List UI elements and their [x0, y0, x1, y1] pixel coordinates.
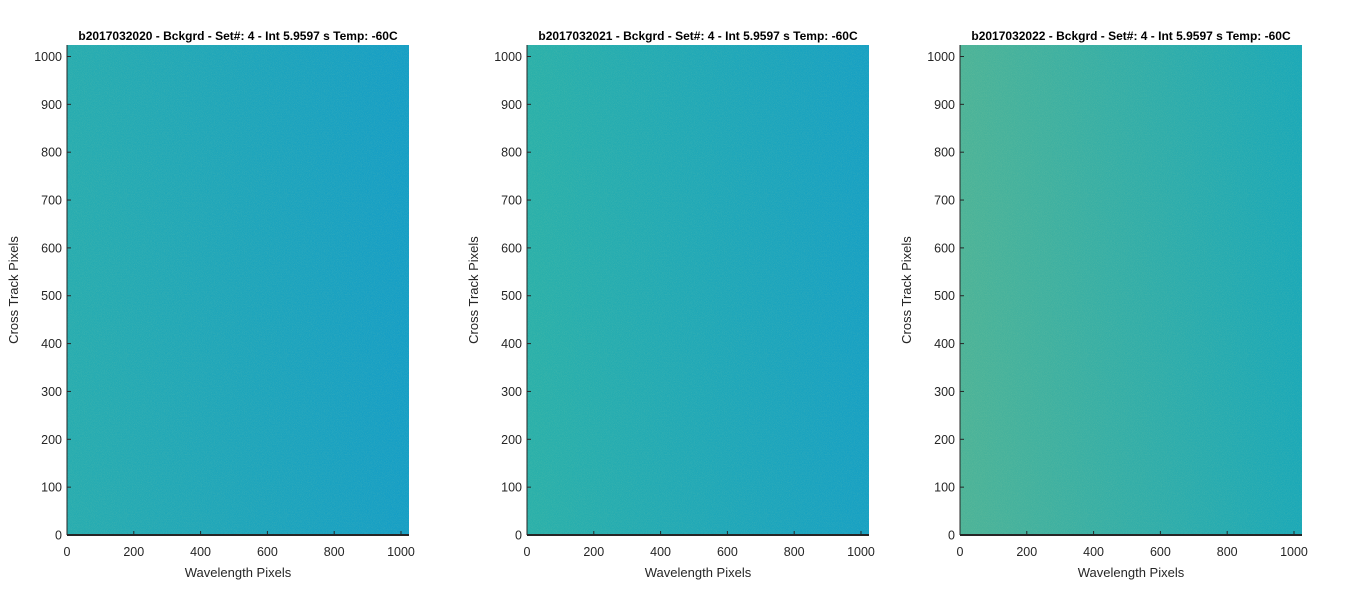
- x-tick-label: 200: [583, 545, 604, 559]
- x-tick-label: 400: [650, 545, 671, 559]
- y-tick-label: 700: [501, 194, 522, 208]
- x-tick-label: 800: [784, 545, 805, 559]
- y-tick-label: 400: [41, 337, 62, 351]
- y-tick-label: 500: [501, 289, 522, 303]
- y-tick-label: 0: [948, 529, 955, 543]
- y-tick-label: 1000: [34, 50, 62, 64]
- y-tick-label: 500: [41, 289, 62, 303]
- y-tick-label: 400: [501, 337, 522, 351]
- panel-2: 0 100 200 300 400 500 600 700 800 900 1000 0 200 400 6…: [466, 29, 875, 580]
- x-axis-label: Wavelength Pixels: [1078, 565, 1185, 580]
- heatmap-noise: [67, 45, 409, 535]
- y-tick-label: 900: [934, 98, 955, 112]
- y-tick-label: 600: [934, 241, 955, 255]
- x-tick-label: 0: [957, 545, 964, 559]
- y-tick-label: 300: [934, 385, 955, 399]
- y-tick-label: 1000: [927, 50, 955, 64]
- y-tick-label: 100: [934, 481, 955, 495]
- chart-title: b2017032022 - Bckgrd - Set#: 4 - Int 5.9…: [971, 29, 1291, 43]
- y-tick-label: 200: [41, 433, 62, 447]
- y-axis-label: Cross Track Pixels: [6, 236, 21, 344]
- y-tick-label: 400: [934, 337, 955, 351]
- x-tick-label: 200: [123, 545, 144, 559]
- y-tick-label: 100: [501, 481, 522, 495]
- x-tick-label: 1000: [1280, 545, 1308, 559]
- chart-title: b2017032020 - Bckgrd - Set#: 4 - Int 5.9…: [78, 29, 398, 43]
- x-tick-label: 0: [64, 545, 71, 559]
- y-tick-label: 700: [934, 194, 955, 208]
- y-tick-label: 800: [934, 146, 955, 160]
- x-tick-label: 800: [324, 545, 345, 559]
- y-tick-label: 0: [55, 529, 62, 543]
- x-axis-label: Wavelength Pixels: [185, 565, 292, 580]
- heatmap-noise: [960, 45, 1302, 535]
- x-tick-label: 400: [1083, 545, 1104, 559]
- x-tick-label: 0: [524, 545, 531, 559]
- y-axis-label: Cross Track Pixels: [466, 236, 481, 344]
- y-tick-label: 800: [501, 146, 522, 160]
- panel-1: 0 100 200 300 400 500 600 700 800 900 1000 0 200 400 6…: [6, 29, 415, 580]
- y-tick-label: 900: [501, 98, 522, 112]
- x-tick-label: 600: [257, 545, 278, 559]
- y-tick-label: 300: [41, 385, 62, 399]
- x-tick-label: 1000: [387, 545, 415, 559]
- y-tick-label: 100: [41, 481, 62, 495]
- y-tick-label: 700: [41, 194, 62, 208]
- x-axis-label: Wavelength Pixels: [645, 565, 752, 580]
- y-tick-label: 500: [934, 289, 955, 303]
- y-tick-label: 1000: [494, 50, 522, 64]
- y-tick-label: 600: [41, 241, 62, 255]
- x-tick-label: 600: [717, 545, 738, 559]
- panel-3: 0 100 200 300 400 500 600 700 800 900 1000 0 200 400 6…: [899, 29, 1308, 580]
- y-tick-label: 0: [515, 529, 522, 543]
- y-tick-label: 200: [934, 433, 955, 447]
- x-tick-label: 800: [1217, 545, 1238, 559]
- x-tick-label: 200: [1016, 545, 1037, 559]
- heatmap-noise: [527, 45, 869, 535]
- x-tick-label: 600: [1150, 545, 1171, 559]
- y-tick-label: 800: [41, 146, 62, 160]
- x-tick-label: 1000: [847, 545, 875, 559]
- x-tick-label: 400: [190, 545, 211, 559]
- y-axis-label: Cross Track Pixels: [899, 236, 914, 344]
- y-tick-label: 900: [41, 98, 62, 112]
- chart-title: b2017032021 - Bckgrd - Set#: 4 - Int 5.9…: [538, 29, 858, 43]
- y-tick-label: 200: [501, 433, 522, 447]
- y-tick-label: 600: [501, 241, 522, 255]
- y-tick-label: 300: [501, 385, 522, 399]
